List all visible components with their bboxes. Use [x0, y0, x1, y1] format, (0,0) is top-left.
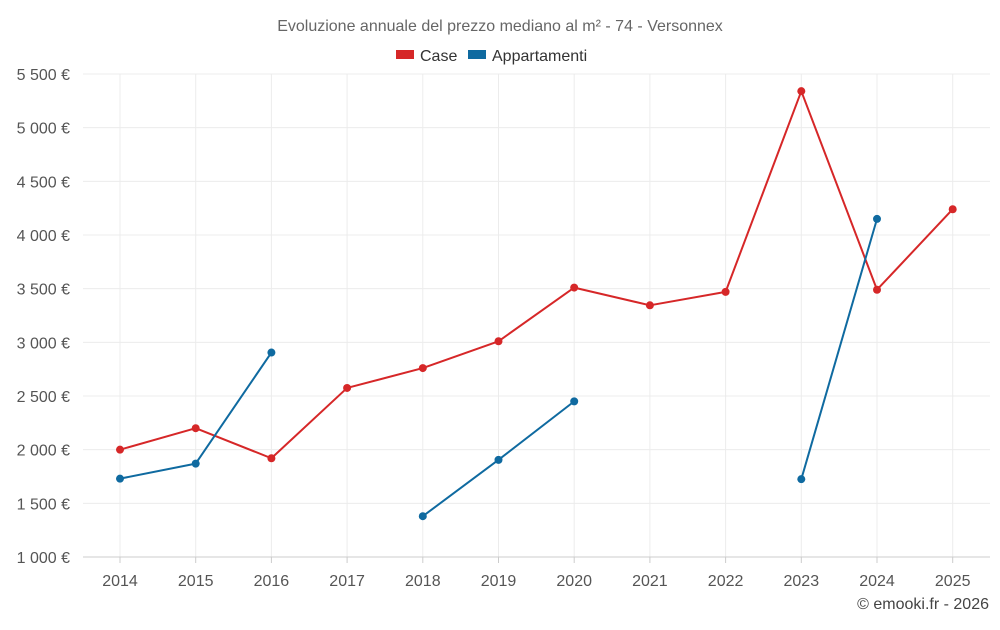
x-tick-label: 2019 [481, 573, 517, 590]
y-tick-label: 2 000 € [17, 443, 70, 460]
x-tick-label: 2016 [254, 573, 290, 590]
y-tick-label: 4 000 € [17, 228, 70, 245]
data-point-appartamenti [418, 512, 427, 521]
y-tick-label: 4 500 € [17, 174, 70, 191]
x-tick-label: 2017 [329, 573, 365, 590]
credit-text: © emooki.fr - 2026 [857, 596, 989, 613]
x-tick-label: 2025 [935, 573, 971, 590]
y-tick-label: 5 500 € [17, 67, 70, 84]
data-point-case [191, 424, 200, 433]
legend-swatch-appartamenti [468, 50, 486, 59]
x-tick-label: 2020 [556, 573, 592, 590]
chart-title: Evoluzione annuale del prezzo mediano al… [277, 18, 723, 35]
x-tick-label: 2022 [708, 573, 744, 590]
y-tick-label: 2 500 € [17, 389, 70, 406]
y-tick-label: 5 000 € [17, 121, 70, 138]
data-point-appartamenti [873, 214, 881, 223]
legend: Case Appartamenti [396, 48, 587, 65]
y-tick-label: 1 000 € [17, 550, 70, 567]
x-tick-label: 2023 [784, 573, 820, 590]
x-tick-label: 2024 [859, 573, 895, 590]
data-point-case [116, 445, 124, 454]
data-point-appartamenti [494, 455, 503, 464]
series-line-case [119, 90, 954, 460]
x-tick-label: 2015 [178, 573, 214, 590]
series-lines [119, 90, 954, 518]
data-point-case [570, 283, 579, 292]
data-point-appartamenti [570, 397, 579, 406]
data-point-appartamenti [797, 475, 806, 484]
data-point-case [267, 454, 276, 463]
data-point-appartamenti [116, 474, 124, 483]
legend-swatch-case [396, 50, 414, 59]
data-point-appartamenti [267, 348, 276, 357]
legend-label-appartamenti: Appartamenti [492, 48, 587, 65]
data-point-case [645, 301, 654, 310]
x-tick-label: 2014 [102, 573, 138, 590]
data-point-case [873, 285, 881, 294]
y-tick-label: 3 500 € [17, 282, 70, 299]
data-point-case [721, 287, 730, 296]
x-tick-label: 2021 [632, 573, 668, 590]
data-point-appartamenti [191, 459, 200, 468]
data-point-case [948, 205, 957, 214]
data-point-case [797, 87, 806, 96]
data-point-case [418, 364, 427, 373]
axes: 1 000 € 1 500 € 2 000 € 2 500 € 3 000 € 3 500… [17, 67, 990, 590]
series-points [116, 87, 957, 521]
y-tick-label: 3 000 € [17, 335, 70, 352]
data-point-case [343, 383, 352, 392]
legend-label-case: Case [420, 48, 457, 65]
data-point-case [494, 337, 503, 346]
grid [83, 73, 990, 557]
x-tick-label: 2018 [405, 573, 441, 590]
series-line-appartamenti [800, 218, 878, 480]
y-tick-label: 1 500 € [17, 496, 70, 513]
